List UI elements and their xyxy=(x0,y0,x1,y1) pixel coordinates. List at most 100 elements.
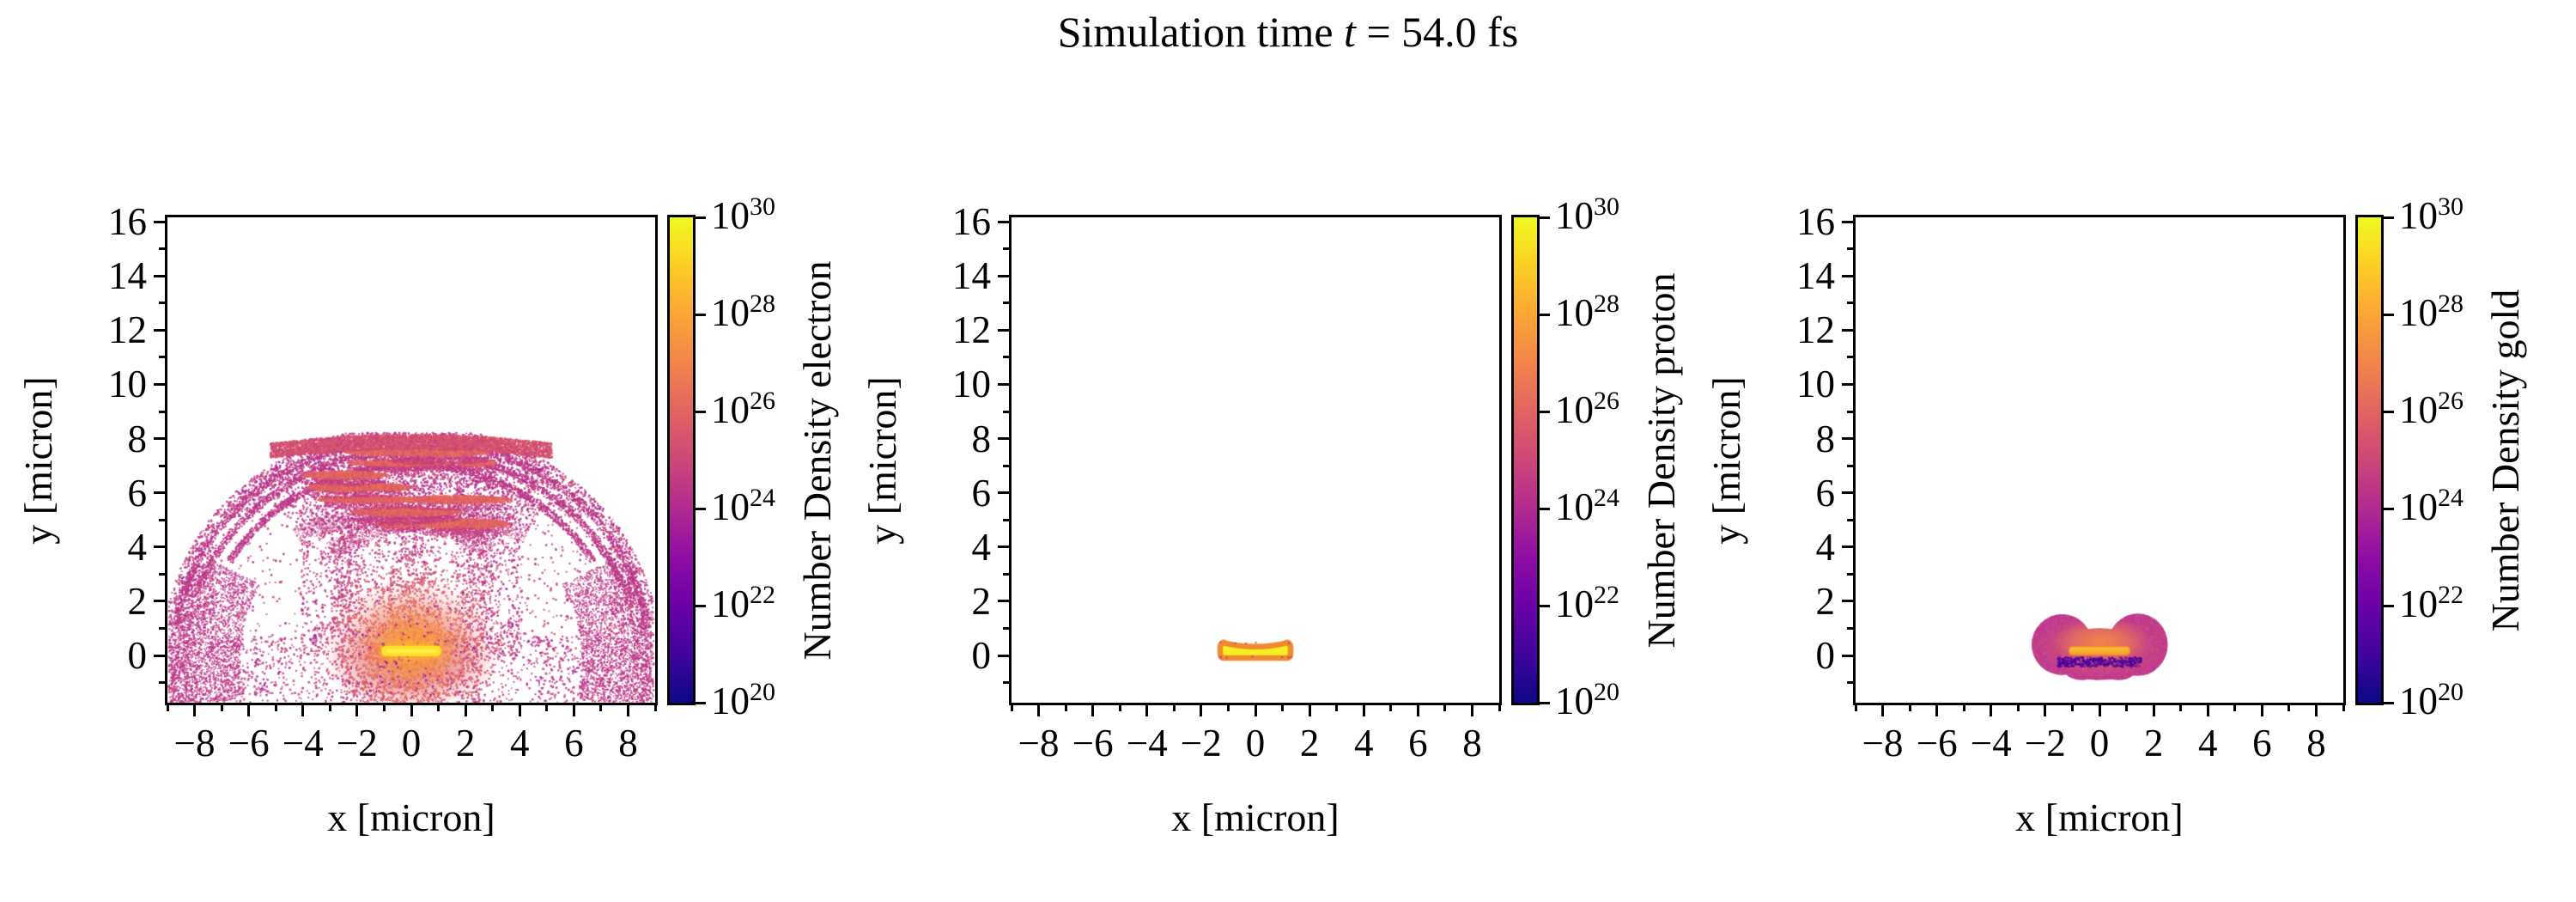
colorbar-label-proton: Number Density proton xyxy=(1639,272,1683,648)
colorbar-tick xyxy=(2384,701,2394,704)
y-major-tick xyxy=(1842,328,1853,332)
y-tick-label: 8 xyxy=(1815,417,1836,460)
y-minor-tick xyxy=(159,356,165,359)
colorbar-gold xyxy=(2355,215,2384,705)
x-major-tick xyxy=(572,705,575,716)
y-minor-tick xyxy=(1003,410,1009,413)
x-tick-label: 0 xyxy=(1245,722,1266,765)
y-major-tick xyxy=(998,654,1009,657)
y-tick-label: 14 xyxy=(1796,254,1835,298)
x-major-tick xyxy=(2044,705,2047,716)
x-major-tick xyxy=(1881,705,1885,716)
x-major-tick xyxy=(355,705,359,716)
y-major-tick xyxy=(998,274,1009,277)
colorbar-tick-exponent: 24 xyxy=(1594,484,1619,512)
x-major-tick xyxy=(2314,705,2318,716)
colorbar-tick-exponent: 20 xyxy=(1594,678,1619,706)
colorbar-tick-label: 1026 xyxy=(711,388,775,430)
x-minor-tick xyxy=(328,705,331,711)
x-minor-tick xyxy=(1443,705,1447,711)
colorbar-tick-base: 10 xyxy=(1555,388,1594,431)
y-major-tick xyxy=(154,600,165,603)
y-major-tick xyxy=(998,491,1009,495)
x-minor-tick xyxy=(437,705,440,711)
colorbar-tick-label: 1024 xyxy=(1555,484,1619,528)
x-major-tick xyxy=(193,705,197,716)
x-tick-label: 4 xyxy=(509,722,530,765)
y-major-tick xyxy=(998,600,1009,603)
x-tick-label: 0 xyxy=(2089,722,2110,765)
colorbar-tick-label: 1028 xyxy=(2399,291,2464,333)
x-tick-label: 4 xyxy=(2197,722,2218,765)
x-minor-tick xyxy=(2179,705,2183,711)
colorbar-tick-base: 10 xyxy=(711,485,750,528)
x-major-tick xyxy=(247,705,251,716)
title-suffix: = 54.0 fs xyxy=(1355,8,1519,56)
y-major-tick xyxy=(1842,600,1853,603)
colorbar-tick-base: 10 xyxy=(711,582,750,625)
y-minor-tick xyxy=(159,572,165,576)
title-prefix: Simulation time xyxy=(1057,8,1345,56)
x-tick-label: −2 xyxy=(1180,722,1222,765)
x-minor-tick xyxy=(1335,705,1339,711)
x-minor-tick xyxy=(2342,705,2345,711)
colorbar-tick xyxy=(2384,507,2394,510)
y-tick-label: 10 xyxy=(108,363,147,406)
colorbar-tick-base: 10 xyxy=(711,194,750,237)
colorbar-tick-exponent: 20 xyxy=(750,678,775,706)
colorbar-tick-exponent: 28 xyxy=(750,289,775,318)
y-minor-tick xyxy=(1003,518,1009,521)
x-tick-label: −4 xyxy=(282,722,324,765)
y-tick-label: 12 xyxy=(1796,308,1835,352)
y-tick-label: 10 xyxy=(952,363,991,406)
x-minor-tick xyxy=(599,705,603,711)
colorbar-tick xyxy=(2384,604,2394,607)
colorbar-tick-base: 10 xyxy=(2399,485,2438,528)
y-minor-tick xyxy=(1003,247,1009,251)
colorbar-tick-exponent: 24 xyxy=(2438,484,2464,512)
colorbar-tick-base: 10 xyxy=(2399,680,2438,722)
x-minor-tick xyxy=(2016,705,2020,711)
colorbar-tick-exponent: 20 xyxy=(2438,678,2464,706)
colorbar-tick-base: 10 xyxy=(1555,485,1594,528)
y-major-tick xyxy=(998,220,1009,223)
x-minor-tick xyxy=(1389,705,1393,711)
colorbar-tick-label: 1020 xyxy=(1555,678,1619,722)
x-major-tick xyxy=(626,705,629,716)
y-major-tick xyxy=(154,545,165,549)
x-minor-tick xyxy=(166,705,169,711)
x-tick-label: 2 xyxy=(1299,722,1320,765)
colorbar-tick-exponent: 28 xyxy=(1594,289,1619,318)
x-minor-tick xyxy=(1010,705,1013,711)
y-minor-tick xyxy=(1847,410,1853,413)
y-tick-label: 12 xyxy=(952,308,991,352)
x-minor-tick xyxy=(2070,705,2074,711)
x-major-tick xyxy=(2098,705,2101,716)
colorbar-tick-label: 1026 xyxy=(2399,388,2464,430)
colorbar-tick-label: 1030 xyxy=(2399,194,2464,236)
x-major-tick xyxy=(1145,705,1149,716)
y-major-tick xyxy=(1842,437,1853,441)
x-minor-tick xyxy=(1962,705,1965,711)
x-major-tick xyxy=(1091,705,1095,716)
x-tick-label: 6 xyxy=(2252,722,2272,765)
x-tick-label: 8 xyxy=(1462,722,1482,765)
y-tick-label: 12 xyxy=(108,308,147,352)
x-major-tick xyxy=(1990,705,1993,716)
colorbar-tick xyxy=(1540,507,1550,510)
colorbar-tick-label: 1024 xyxy=(2399,484,2464,528)
plot-area-gold xyxy=(1853,215,2346,705)
y-tick-label: 10 xyxy=(1796,363,1835,406)
colorbar-tick xyxy=(696,313,706,316)
x-tick-label: 6 xyxy=(564,722,584,765)
y-major-tick xyxy=(998,382,1009,386)
colorbar-tick xyxy=(696,604,706,607)
colorbar-tick-exponent: 22 xyxy=(1594,581,1619,609)
y-minor-tick xyxy=(1003,627,1009,630)
y-tick-label: 16 xyxy=(952,200,991,244)
y-minor-tick xyxy=(159,518,165,521)
x-tick-label: 8 xyxy=(2306,722,2326,765)
x-major-tick xyxy=(2206,705,2209,716)
x-tick-label: −8 xyxy=(173,722,216,765)
